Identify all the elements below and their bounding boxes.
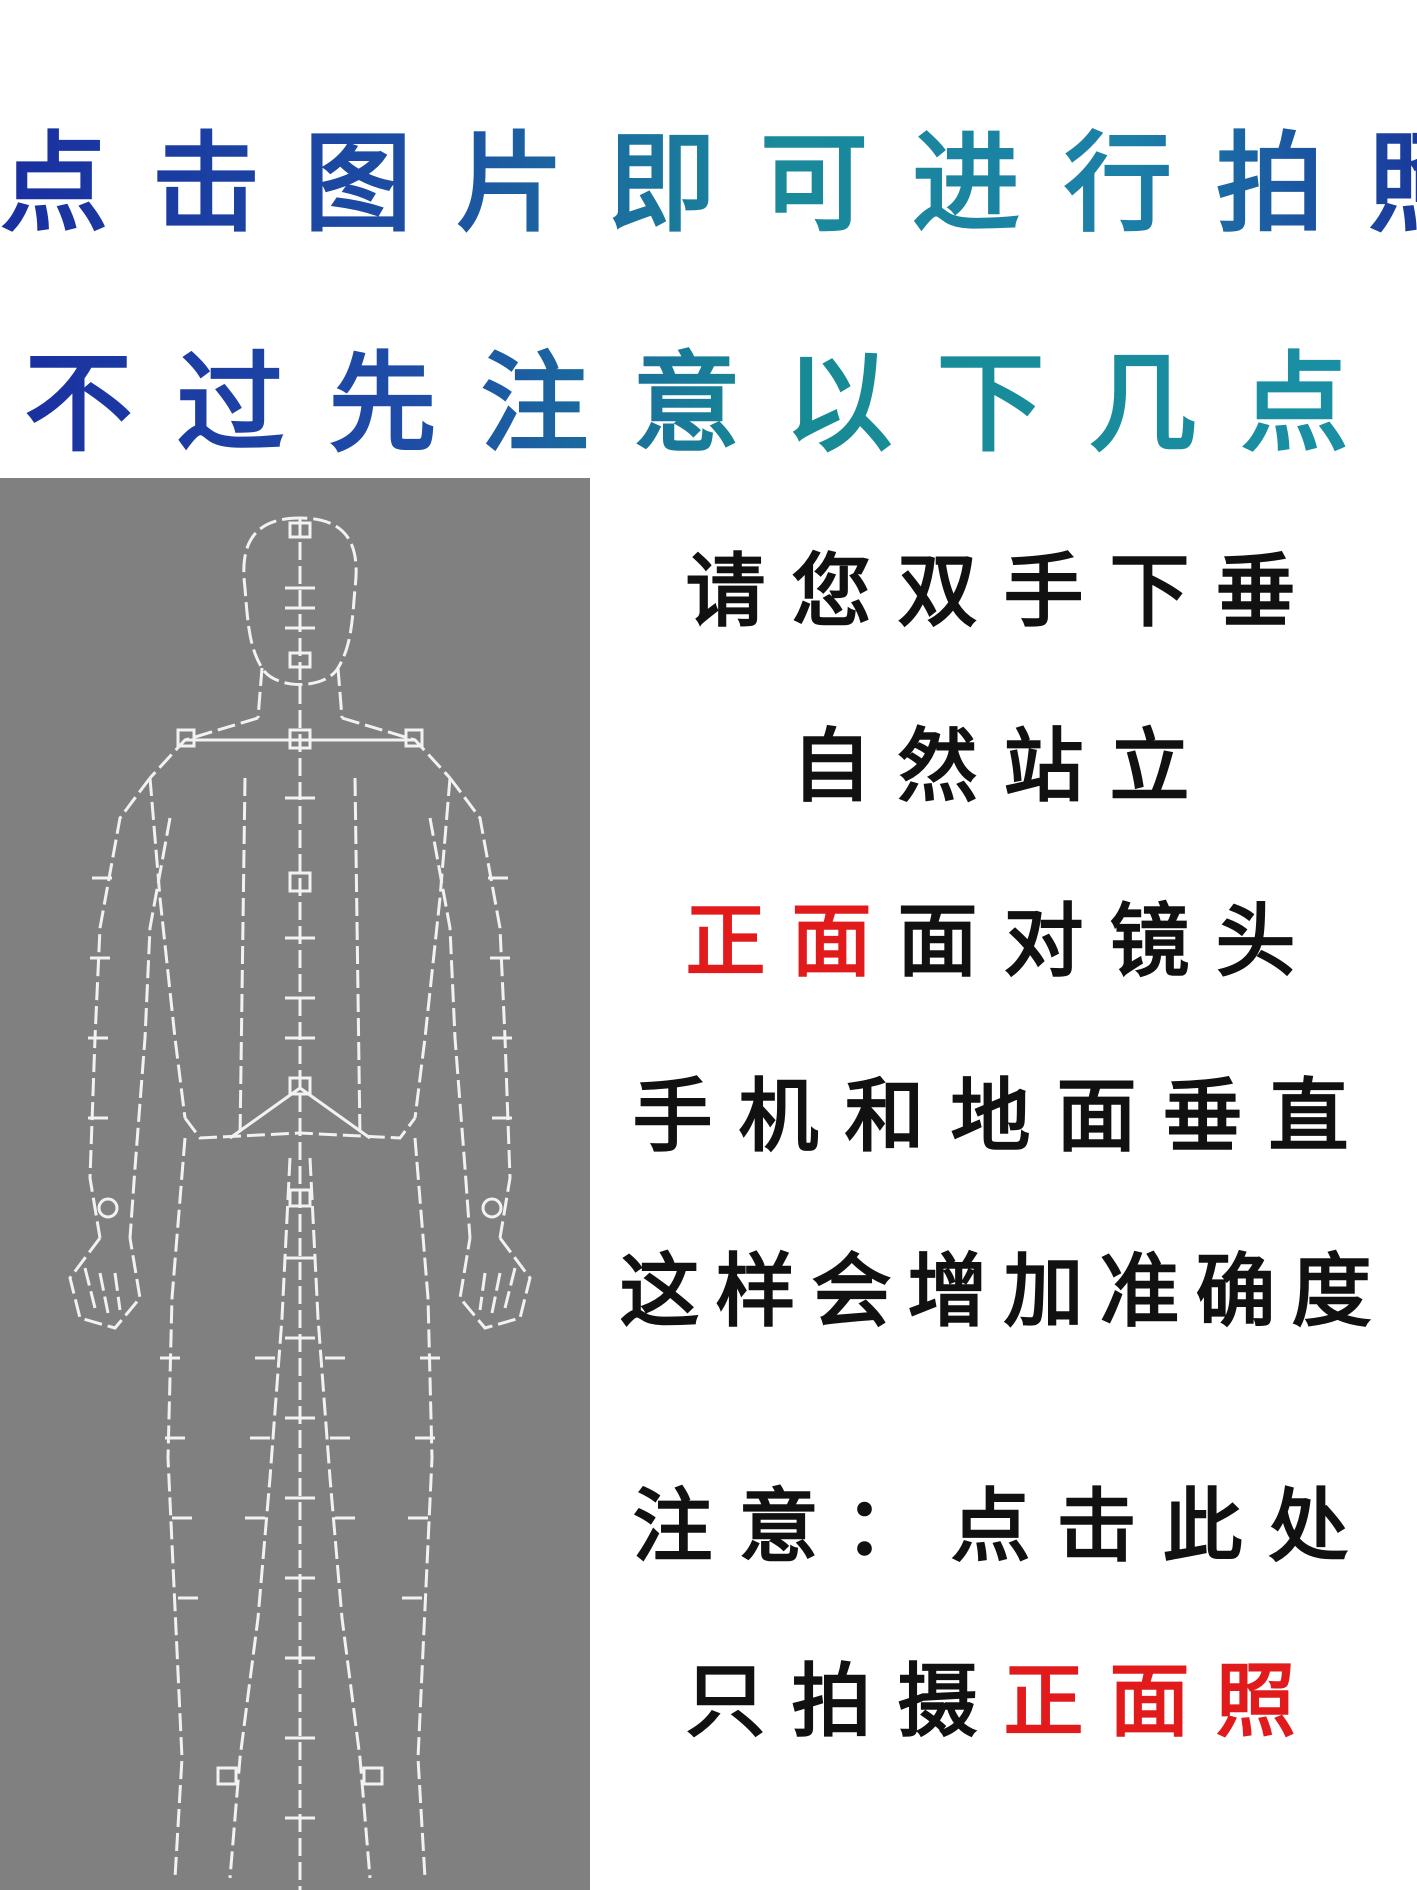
notice-tap-here[interactable]: 注意：点击此处 (632, 1480, 1375, 1573)
notice-prefix: 只拍摄 (685, 1655, 1004, 1748)
instruction-front-highlight: 正面 (685, 895, 898, 988)
notice-front-only: 只拍摄正面照 (590, 1647, 1417, 1757)
headline-line-1: 点击图片即可进行拍照 (0, 110, 1417, 260)
body-photo-area[interactable] (0, 478, 590, 1890)
instruction-phone-vertical: 手机和地面垂直 (632, 1070, 1375, 1163)
headline-line-2: 不过先注意以下几点 (0, 330, 1417, 480)
instruction-face-camera-rest: 面对镜头 (897, 895, 1322, 988)
body-skeleton-icon (68, 516, 532, 1890)
instruction-hands-down: 请您双手下垂 (685, 545, 1322, 638)
instruction-stand-naturally: 自然站立 (791, 720, 1216, 813)
notice-front-photo-highlight: 正面照 (1003, 1655, 1322, 1748)
instruction-face-camera: 正面面对镜头 (590, 887, 1417, 997)
instruction-accuracy: 这样会增加准确度 (619, 1245, 1388, 1338)
